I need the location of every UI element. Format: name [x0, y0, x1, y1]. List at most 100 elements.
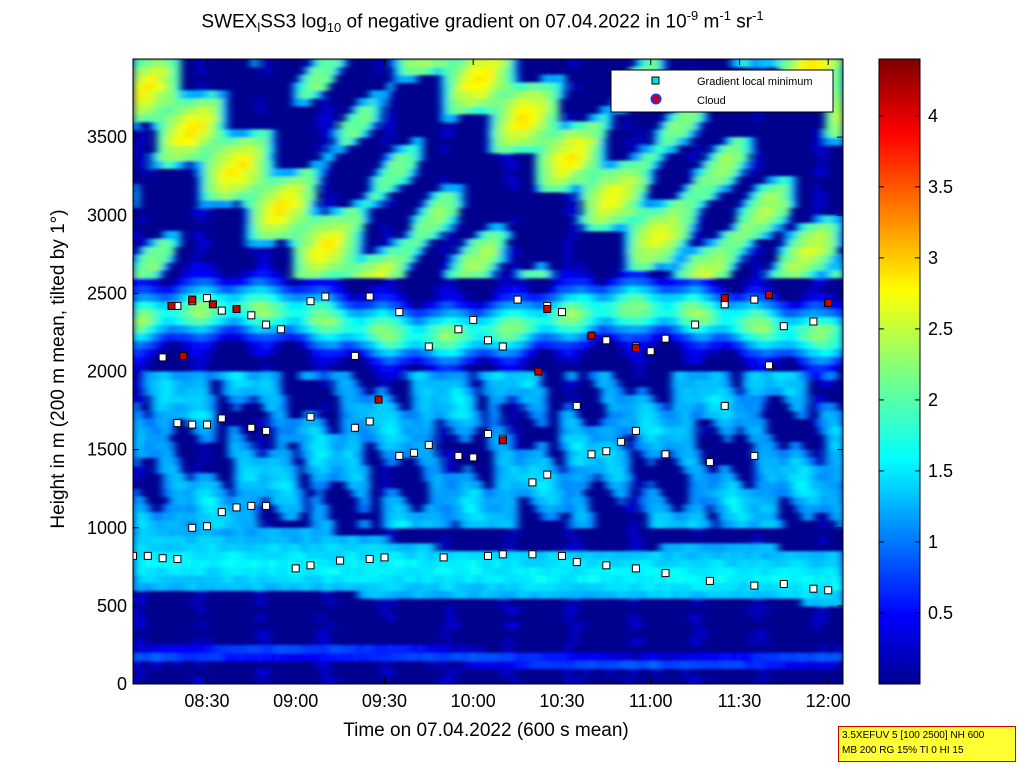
- heatmap-cell: [641, 223, 649, 232]
- heatmap-cell: [470, 418, 477, 427]
- heatmap-cell: [653, 277, 661, 287]
- heatmap-cell: [730, 582, 738, 591]
- heatmap-cell: [576, 512, 584, 521]
- heatmap-cell: [706, 340, 714, 349]
- heatmap-cell: [192, 332, 199, 341]
- heatmap-cell: [434, 519, 442, 529]
- heatmap-cell: [576, 496, 584, 505]
- heatmap-cell: [316, 277, 323, 287]
- heatmap-cell: [192, 574, 199, 583]
- heatmap-cell: [192, 277, 199, 287]
- title-sub1: l: [257, 20, 261, 36]
- heatmap-cell: [493, 238, 501, 248]
- heatmap-cell: [286, 652, 294, 662]
- heatmap-cell: [328, 582, 335, 591]
- heatmap-cell: [150, 269, 158, 279]
- heatmap-cell: [209, 402, 217, 412]
- heatmap-cell: [417, 519, 424, 529]
- heatmap-cell: [695, 598, 702, 607]
- heatmap-cell: [257, 496, 264, 505]
- heatmap-cell: [204, 527, 211, 537]
- heatmap-cell: [381, 566, 388, 576]
- heatmap-cell: [440, 98, 448, 107]
- heatmap-cell: [671, 238, 678, 248]
- heatmap-cell: [440, 535, 448, 544]
- heatmap-cell: [570, 441, 578, 451]
- heatmap-cell: [612, 215, 619, 224]
- heatmap-cell: [298, 652, 306, 662]
- heatmap-cell: [227, 504, 235, 513]
- heatmap-cell: [493, 230, 501, 240]
- heatmap-cell: [263, 160, 270, 169]
- heatmap-cell: [133, 82, 140, 91]
- heatmap-cell: [730, 246, 738, 255]
- heatmap-cell: [641, 660, 649, 669]
- heatmap-cell: [535, 379, 542, 388]
- heatmap-cell: [464, 379, 471, 388]
- heatmap-cell: [280, 465, 288, 474]
- heatmap-cell: [641, 574, 649, 583]
- heatmap-cell: [156, 269, 164, 279]
- heatmap-cell: [417, 543, 424, 552]
- heatmap-cell: [138, 559, 146, 568]
- heatmap-cell: [381, 191, 388, 201]
- heatmap-cell: [133, 59, 140, 68]
- heatmap-cell: [671, 512, 678, 521]
- heatmap-cell: [659, 285, 667, 294]
- heatmap-cell: [529, 410, 536, 419]
- heatmap-cell: [541, 98, 548, 107]
- heatmap-cell: [340, 426, 347, 435]
- heatmap-cell: [138, 379, 146, 388]
- heatmap-cell: [150, 59, 158, 68]
- heatmap-cell: [647, 301, 655, 310]
- heatmap-cell: [417, 223, 424, 232]
- heatmap-cell: [706, 480, 714, 490]
- heatmap-cell: [594, 184, 601, 193]
- heatmap-cell: [133, 449, 140, 458]
- heatmap-cell: [304, 74, 312, 83]
- heatmap-cell: [346, 340, 353, 349]
- heatmap-cell: [683, 246, 690, 255]
- heatmap-cell: [706, 160, 714, 169]
- heatmap-cell: [150, 644, 158, 654]
- heatmap-cell: [417, 340, 424, 349]
- heatmap-cell: [470, 74, 477, 83]
- heatmap-cell: [257, 582, 264, 591]
- heatmap-cell: [334, 379, 341, 388]
- heatmap-cell: [174, 379, 181, 388]
- heatmap-cell: [535, 160, 542, 169]
- heatmap-cell: [322, 629, 329, 638]
- heatmap-cell: [458, 504, 465, 513]
- heatmap-cell: [257, 379, 264, 388]
- heatmap-cell: [588, 191, 596, 201]
- heatmap-cell: [600, 465, 607, 474]
- heatmap-cell: [724, 371, 732, 380]
- heatmap-cell: [417, 355, 424, 365]
- heatmap-cell: [304, 426, 312, 435]
- heatmap-cell: [606, 121, 613, 130]
- heatmap-cell: [695, 566, 702, 576]
- heatmap-cell: [340, 144, 347, 154]
- heatmap-cell: [422, 426, 430, 435]
- heatmap-cell: [618, 566, 625, 576]
- heatmap-cell: [328, 371, 335, 380]
- heatmap-cell: [464, 269, 471, 279]
- heatmap-cell: [209, 644, 217, 654]
- heatmap-cell: [334, 340, 341, 349]
- heatmap-cell: [446, 59, 454, 68]
- heatmap-cell: [517, 82, 525, 91]
- heatmap-cell: [292, 652, 300, 662]
- heatmap-cell: [594, 465, 601, 474]
- heatmap-cell: [381, 309, 388, 318]
- heatmap-cell: [505, 105, 513, 115]
- heatmap-cell: [186, 152, 193, 162]
- heatmap-cell: [482, 74, 489, 83]
- heatmap-cell: [138, 262, 146, 271]
- heatmap-cell: [310, 160, 317, 169]
- heatmap-cell: [269, 582, 276, 591]
- heatmap-cell: [594, 301, 601, 310]
- heatmap-cell: [375, 59, 383, 68]
- heatmap-cell: [635, 137, 643, 146]
- heatmap-cell: [417, 59, 424, 68]
- heatmap-cell: [328, 301, 335, 310]
